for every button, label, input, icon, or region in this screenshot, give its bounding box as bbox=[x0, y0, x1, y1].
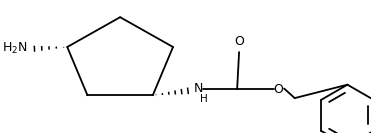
Text: O: O bbox=[234, 35, 244, 48]
Text: H$_2$N: H$_2$N bbox=[2, 41, 28, 56]
Text: N: N bbox=[194, 82, 203, 95]
Text: O: O bbox=[273, 83, 283, 96]
Text: H: H bbox=[200, 94, 208, 104]
